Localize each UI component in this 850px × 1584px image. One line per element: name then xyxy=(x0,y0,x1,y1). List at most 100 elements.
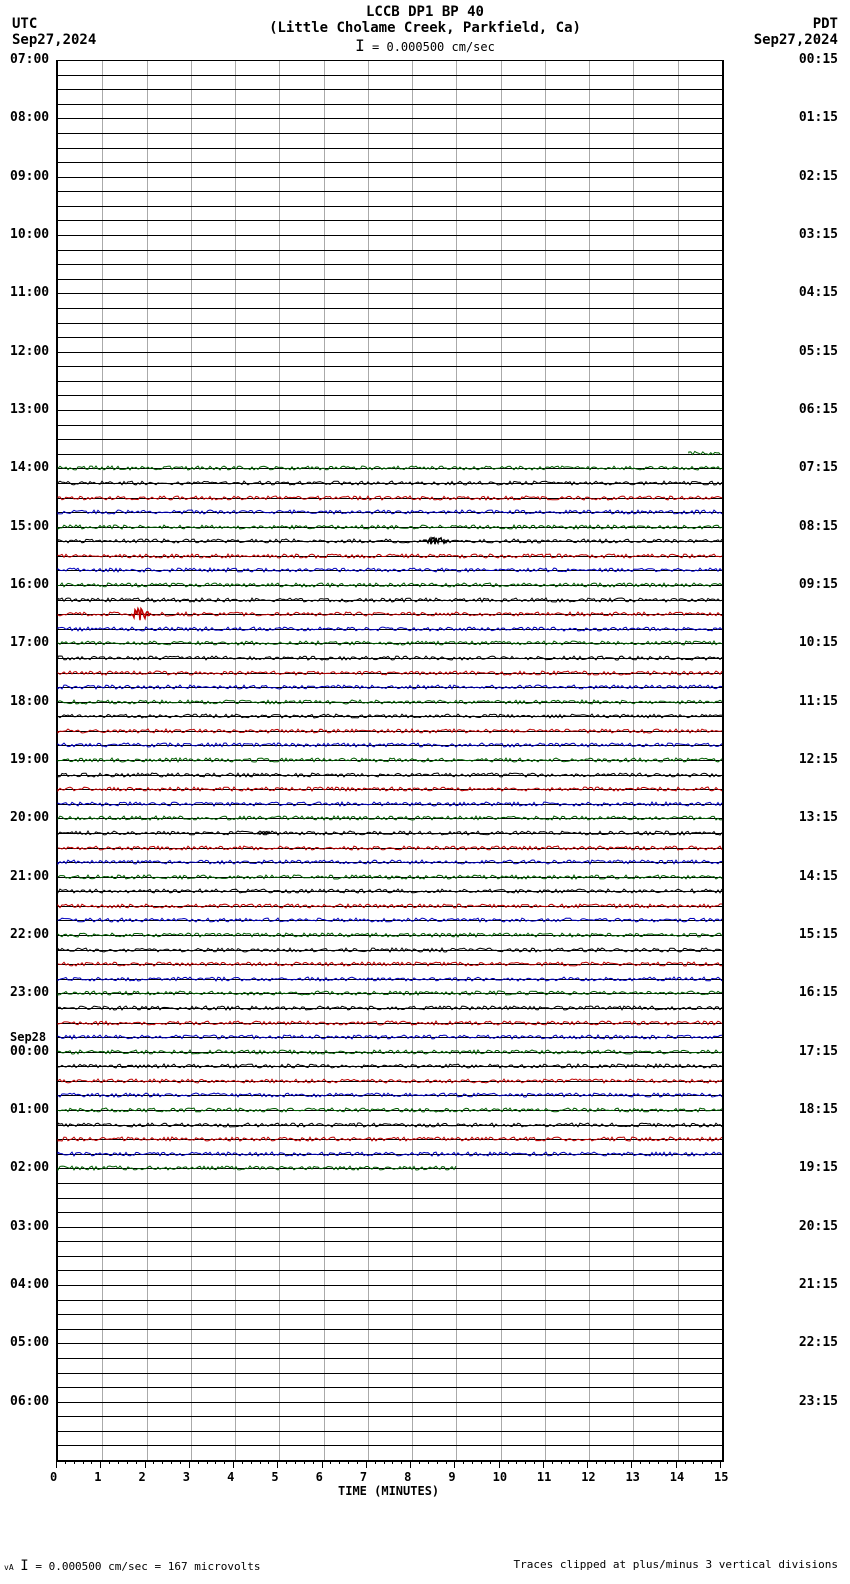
right-date: Sep27,2024 xyxy=(754,32,838,48)
x-tick-label: 8 xyxy=(404,1470,411,1484)
x-tick-label: 5 xyxy=(271,1470,278,1484)
quarter-gridline xyxy=(58,352,722,353)
utc-hour-label: 03:00 xyxy=(10,1219,49,1234)
quarter-gridline xyxy=(58,104,722,105)
x-tick-minor xyxy=(552,1460,553,1464)
x-tick-minor xyxy=(153,1460,154,1464)
utc-hour-label: 02:00 xyxy=(10,1160,49,1175)
utc-hour-label: 01:00 xyxy=(10,1102,49,1117)
quarter-gridline xyxy=(58,279,722,280)
scale-label: I = 0.000500 cm/sec xyxy=(0,36,850,55)
footer-left: vA I = 0.000500 cm/sec = 167 microvolts xyxy=(4,1558,261,1574)
x-tick-minor xyxy=(127,1460,128,1464)
pdt-hour-label: 06:15 xyxy=(799,402,838,417)
utc-hour-label: 13:00 xyxy=(10,402,49,417)
quarter-gridline xyxy=(58,1358,722,1359)
utc-hour-label: 09:00 xyxy=(10,169,49,184)
left-date: Sep27,2024 xyxy=(12,32,96,48)
x-tick-minor xyxy=(693,1460,694,1464)
x-tick-minor xyxy=(490,1460,491,1464)
x-tick-minor xyxy=(578,1460,579,1464)
x-tick-major xyxy=(145,1460,146,1468)
x-tick-label: 14 xyxy=(670,1470,684,1484)
x-tick-major xyxy=(233,1460,234,1468)
x-tick-label: 6 xyxy=(316,1470,323,1484)
utc-hour-label: 17:00 xyxy=(10,635,49,650)
x-tick-label: 10 xyxy=(493,1470,507,1484)
quarter-gridline xyxy=(58,1373,722,1374)
quarter-gridline xyxy=(58,1314,722,1315)
quarter-gridline xyxy=(58,1431,722,1432)
pdt-hour-label: 01:15 xyxy=(799,110,838,125)
x-tick-minor xyxy=(171,1460,172,1464)
quarter-gridline xyxy=(58,148,722,149)
utc-hour-label: 06:00 xyxy=(10,1394,49,1409)
x-tick-major xyxy=(322,1460,323,1468)
x-tick-minor xyxy=(428,1460,429,1464)
x-tick-label: 4 xyxy=(227,1470,234,1484)
x-tick-major xyxy=(631,1460,632,1468)
x-tick-minor xyxy=(623,1460,624,1464)
seismic-event xyxy=(423,535,450,547)
pdt-hour-label: 08:15 xyxy=(799,519,838,534)
x-tick-major xyxy=(543,1460,544,1468)
x-tick-minor xyxy=(658,1460,659,1464)
x-tick-minor xyxy=(561,1460,562,1464)
quarter-gridline xyxy=(58,75,722,76)
pdt-hour-label: 04:15 xyxy=(799,285,838,300)
x-tick-minor xyxy=(268,1460,269,1464)
quarter-gridline xyxy=(58,1183,722,1184)
x-tick-minor xyxy=(605,1460,606,1464)
pdt-hour-label: 18:15 xyxy=(799,1102,838,1117)
x-tick-minor xyxy=(339,1460,340,1464)
x-tick-label: 0 xyxy=(50,1470,57,1484)
quarter-gridline xyxy=(58,250,722,251)
x-tick-major xyxy=(277,1460,278,1468)
pdt-hour-label: 09:15 xyxy=(799,577,838,592)
pdt-hour-label: 00:15 xyxy=(799,52,838,67)
left-tz: UTC xyxy=(12,16,37,32)
quarter-gridline xyxy=(58,1343,722,1344)
x-tick-minor xyxy=(534,1460,535,1464)
utc-hour-label: 21:00 xyxy=(10,869,49,884)
x-tick-label: 7 xyxy=(360,1470,367,1484)
quarter-gridline xyxy=(58,425,722,426)
x-tick-minor xyxy=(401,1460,402,1464)
x-tick-major xyxy=(720,1460,721,1468)
quarter-gridline xyxy=(58,1241,722,1242)
x-tick-label: 1 xyxy=(94,1470,101,1484)
quarter-gridline xyxy=(58,366,722,367)
quarter-gridline xyxy=(58,89,722,90)
quarter-gridline xyxy=(58,1227,722,1228)
x-tick-minor xyxy=(313,1460,314,1464)
right-tz: PDT xyxy=(813,16,838,32)
quarter-gridline xyxy=(58,293,722,294)
utc-hour-label: 23:00 xyxy=(10,985,49,1000)
x-tick-minor xyxy=(481,1460,482,1464)
x-tick-minor xyxy=(569,1460,570,1464)
x-tick-minor xyxy=(215,1460,216,1464)
x-tick-minor xyxy=(304,1460,305,1464)
x-tick-label: 9 xyxy=(448,1470,455,1484)
quarter-gridline xyxy=(58,395,722,396)
pdt-hour-label: 19:15 xyxy=(799,1160,838,1175)
quarter-gridline xyxy=(58,439,722,440)
x-tick-label: 3 xyxy=(183,1470,190,1484)
x-tick-minor xyxy=(260,1460,261,1464)
x-tick-label: 13 xyxy=(625,1470,639,1484)
x-tick-minor xyxy=(508,1460,509,1464)
x-tick-minor xyxy=(614,1460,615,1464)
pdt-hour-label: 02:15 xyxy=(799,169,838,184)
x-tick-label: 11 xyxy=(537,1470,551,1484)
quarter-gridline xyxy=(58,323,722,324)
utc-hour-label: 00:00 xyxy=(10,1044,49,1059)
utc-hour-label: 07:00 xyxy=(10,52,49,67)
pdt-hour-label: 17:15 xyxy=(799,1044,838,1059)
utc-hour-label: 16:00 xyxy=(10,577,49,592)
x-tick-minor xyxy=(516,1460,517,1464)
quarter-gridline xyxy=(58,1300,722,1301)
seismogram-plot xyxy=(56,60,724,1462)
pdt-hour-label: 07:15 xyxy=(799,460,838,475)
x-tick-minor xyxy=(74,1460,75,1464)
quarter-gridline xyxy=(58,381,722,382)
